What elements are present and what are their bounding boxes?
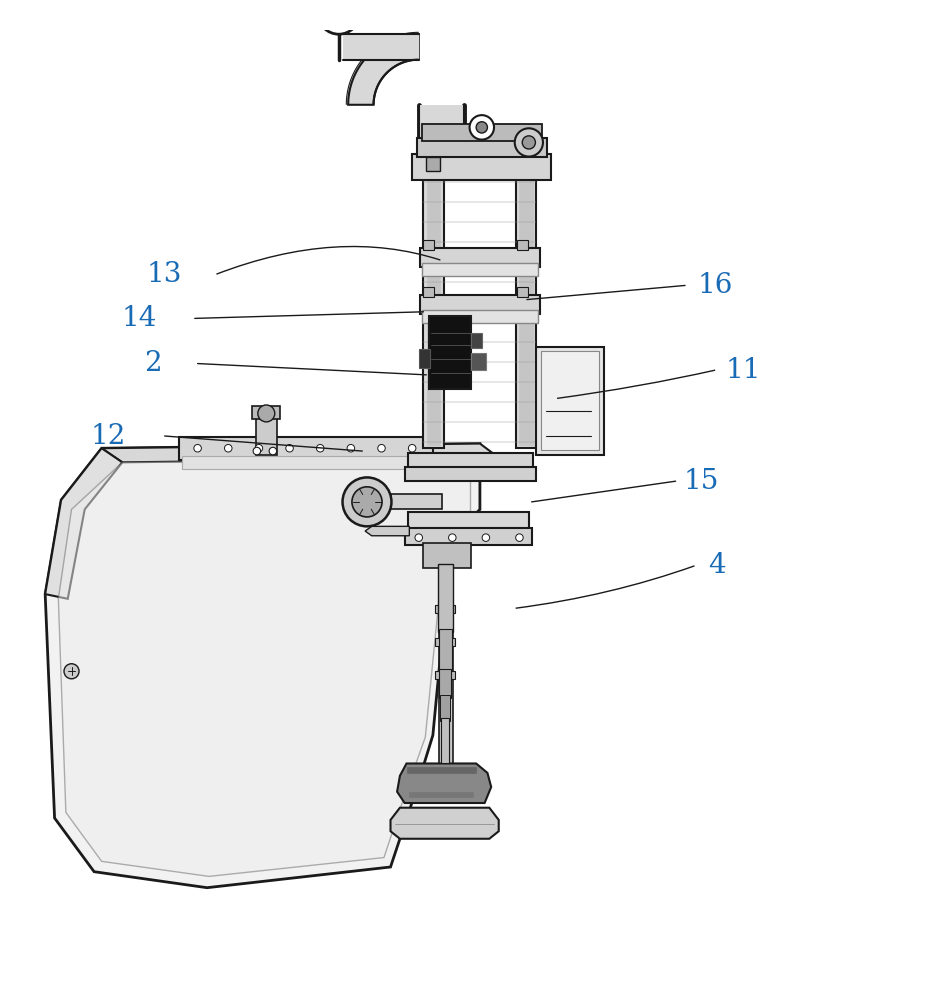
Bar [439, 552, 453, 796]
Bar [423, 240, 434, 250]
Bar [420, 248, 540, 267]
Bar [435, 638, 455, 646]
Bar [541, 351, 599, 450]
Circle shape [482, 534, 489, 541]
Bar [439, 669, 451, 698]
Bar [343, 34, 419, 60]
Bar [517, 240, 528, 250]
Circle shape [64, 664, 79, 679]
Bar [438, 564, 453, 632]
Bar [419, 349, 430, 368]
Circle shape [258, 405, 275, 422]
Bar [440, 695, 450, 721]
Circle shape [516, 534, 523, 541]
Polygon shape [365, 526, 409, 536]
Bar [423, 543, 470, 568]
Bar [423, 287, 434, 297]
Circle shape [225, 444, 232, 452]
Bar [439, 629, 452, 671]
Circle shape [253, 447, 261, 455]
Polygon shape [45, 448, 122, 599]
Text: 11: 11 [726, 357, 761, 384]
Bar [417, 138, 547, 157]
Bar [435, 671, 455, 679]
Bar [409, 792, 473, 797]
Circle shape [408, 444, 416, 452]
Circle shape [316, 444, 324, 452]
Bar [391, 494, 442, 509]
Bar [441, 555, 450, 794]
Circle shape [449, 534, 456, 541]
Circle shape [194, 444, 201, 452]
Bar [470, 353, 486, 370]
Bar [408, 512, 529, 533]
Bar [427, 178, 440, 445]
Text: 12: 12 [90, 423, 126, 450]
Circle shape [318, 0, 359, 34]
Bar [182, 456, 431, 469]
Circle shape [522, 136, 535, 149]
Circle shape [286, 444, 294, 452]
Bar [429, 316, 471, 389]
Bar [422, 263, 538, 276]
Polygon shape [102, 444, 499, 462]
Polygon shape [397, 763, 491, 803]
Bar [470, 333, 482, 348]
Polygon shape [45, 444, 480, 888]
Circle shape [515, 128, 543, 157]
Circle shape [470, 115, 494, 140]
Bar [519, 178, 533, 445]
Text: 2: 2 [145, 350, 162, 377]
Bar [435, 605, 455, 613]
Circle shape [269, 447, 277, 455]
Bar [441, 718, 449, 763]
Text: 14: 14 [121, 305, 157, 332]
Bar [536, 347, 604, 455]
Polygon shape [58, 459, 470, 876]
Circle shape [352, 487, 382, 517]
Circle shape [347, 444, 355, 452]
Bar [516, 175, 536, 448]
Circle shape [343, 477, 391, 526]
Bar [420, 295, 540, 314]
Bar [405, 467, 536, 481]
Bar [407, 767, 476, 773]
Bar [422, 124, 542, 141]
Bar [423, 175, 444, 448]
Circle shape [255, 444, 263, 452]
Text: 4: 4 [709, 552, 726, 579]
Bar [422, 310, 538, 323]
Bar [179, 437, 433, 460]
Text: 13: 13 [147, 261, 183, 288]
Circle shape [377, 444, 385, 452]
Polygon shape [348, 34, 419, 105]
Bar [405, 528, 532, 545]
Text: 16: 16 [697, 272, 733, 299]
Bar [412, 154, 551, 180]
Bar [252, 406, 280, 419]
Bar [517, 287, 528, 297]
Bar [420, 105, 463, 161]
Polygon shape [391, 808, 499, 839]
Bar [256, 417, 277, 455]
Bar [426, 157, 440, 171]
Circle shape [415, 534, 423, 541]
Circle shape [476, 122, 487, 133]
Bar [408, 453, 533, 472]
Circle shape [328, 3, 349, 24]
Text: 15: 15 [683, 468, 719, 495]
